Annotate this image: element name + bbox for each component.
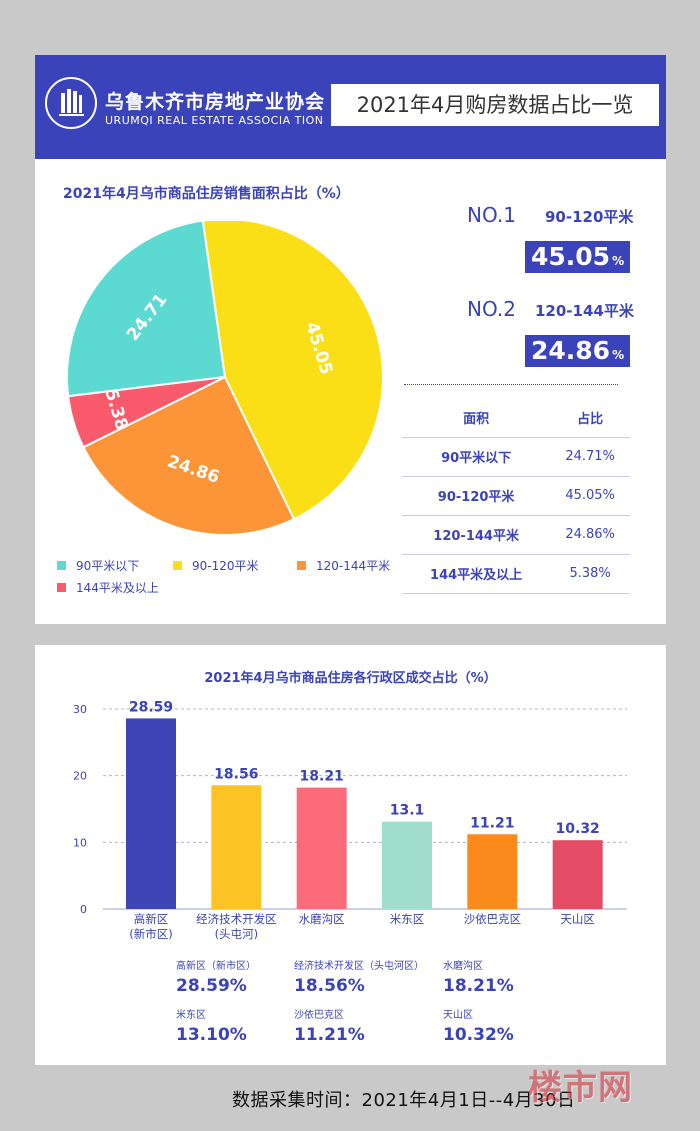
table-cell-share: 45.05% (550, 476, 630, 516)
table-cell-area: 120-144平米 (402, 515, 551, 555)
stat-label: 高新区（新市区） (176, 961, 256, 972)
y-tick-label: 30 (73, 703, 87, 716)
table-row: 144平米及以上 5.38% (402, 554, 630, 594)
x-tick-label: (头屯河) (215, 927, 258, 941)
legend-swatch (173, 561, 182, 570)
rank-no2-value: 24.86 (531, 336, 611, 365)
rank-no1-category: 90-120平米 (545, 208, 634, 226)
y-tick-label: 10 (73, 836, 87, 849)
bar-value-label: 13.1 (390, 803, 425, 819)
legend-item-144-plus: 144平米及以上 (57, 579, 159, 596)
x-tick-label: 经济技术开发区 (196, 912, 277, 926)
stat-value: 11.21% (294, 1025, 365, 1045)
bar (211, 785, 262, 909)
bar (467, 834, 518, 909)
data-collection-period: 数据采集时间：2021年4月1日--4月30日 (232, 1090, 576, 1111)
rank-no1-badge: 45.05% (525, 241, 631, 273)
bar (552, 840, 603, 909)
pie-slice (67, 376, 226, 449)
stat-label: 天山区 (443, 1010, 473, 1021)
legend-label: 90-120平米 (192, 559, 259, 573)
stat-value: 13.10% (176, 1025, 247, 1045)
legend-item-120-144: 120-144平米 (297, 557, 390, 574)
legend-swatch (297, 561, 306, 570)
bar-chart-title: 2021年4月乌市商品住房各行政区成交占比（%） (204, 671, 497, 686)
legend-label: 144平米及以上 (76, 581, 159, 595)
stat-value: 18.21% (443, 976, 514, 996)
page-title: 2021年4月购房数据占比一览 (331, 84, 659, 126)
table-cell-area: 144平米及以上 (402, 554, 551, 594)
stat-label: 经济技术开发区（头屯河区） (294, 961, 424, 972)
bar (382, 821, 432, 909)
y-tick-label: 20 (73, 770, 87, 783)
pct-sign: % (612, 254, 625, 268)
pie-chart-title: 2021年4月乌市商品住房销售面积占比（%） (63, 186, 350, 202)
bar-value-label: 18.56 (214, 766, 258, 782)
rank-no2-label: NO.2 (467, 297, 516, 321)
bar-value-label: 28.59 (129, 699, 173, 715)
area-share-panel: 2021年4月乌市商品住房销售面积占比（%） 24.71 45.05 24.86 5.… (35, 159, 666, 624)
legend-item-90-120: 90-120平米 (173, 557, 259, 574)
table-row: 120-144平米 24.86% (402, 515, 630, 555)
x-tick-label: 高新区 (134, 912, 169, 926)
rank-no2-badge: 24.86% (525, 335, 631, 367)
table-cell-area: 90-120平米 (402, 476, 551, 516)
y-tick-label: 0 (80, 903, 87, 916)
bar-value-label: 18.21 (300, 769, 344, 785)
pct-sign: % (612, 348, 625, 362)
bar-value-label: 10.32 (556, 821, 600, 837)
pie-slice (201, 221, 385, 521)
table-row: 90平米以下 24.71% (402, 437, 630, 477)
bar (126, 718, 176, 909)
legend-swatch (57, 561, 66, 570)
table-cell-share: 24.71% (550, 437, 630, 477)
pie-slice (66, 221, 227, 398)
legend-label: 90平米以下 (76, 559, 140, 573)
bar-value-label: 11.21 (470, 815, 514, 831)
legend-label: 120-144平米 (316, 559, 391, 573)
stat-label: 水磨沟区 (443, 961, 483, 972)
bar-chart: 0 10 20 30 28.59 高新区(新市区) 18.56 经济技术开发区(头屯河) 18.… (73, 699, 627, 941)
stat-label: 米东区 (176, 1010, 206, 1021)
table-header-cell: 占比 (550, 399, 630, 438)
table-cell-share: 24.86% (550, 515, 630, 555)
org-name: 乌鲁木齐市房地产业协会 (105, 91, 326, 113)
watermark-logo: 楼市网 (528, 1068, 633, 1108)
x-tick-label: (新市区) (129, 927, 172, 941)
rank-no1-label: NO.1 (467, 203, 516, 227)
x-tick-label: 天山区 (560, 912, 595, 926)
table-cell-share: 5.38% (550, 554, 630, 594)
stat-value: 10.32% (443, 1025, 514, 1045)
org-name-en: URUMQI REAL ESTATE ASSOCIA TION (105, 114, 324, 127)
table-header-cell: 面积 (402, 399, 551, 438)
rank-no1-value: 45.05 (531, 242, 611, 271)
table-row: 90-120平米 45.05% (402, 476, 630, 516)
association-logo (45, 77, 97, 129)
legend-swatch (57, 583, 66, 592)
stat-value: 18.56% (294, 976, 365, 996)
header-banner: 乌鲁木齐市房地产业协会 URUMQI REAL ESTATE ASSOCIA T… (35, 55, 666, 159)
table-header-row: 面积 占比 (402, 399, 630, 438)
area-share-table: 面积 占比 90平米以下 24.71% 90-120平米 45.05% 120-… (402, 399, 630, 594)
divider (404, 384, 618, 385)
table-cell-area: 90平米以下 (402, 437, 551, 477)
pie-slice (82, 375, 296, 536)
legend-item-under-90: 90平米以下 (57, 557, 139, 574)
stat-value: 28.59% (176, 976, 247, 996)
district-share-panel: 2021年4月乌市商品住房各行政区成交占比（%） 0 10 20 30 28.59 高新区… (35, 645, 666, 1065)
rank-no2-category: 120-144平米 (535, 302, 634, 320)
stat-label: 沙依巴克区 (294, 1010, 344, 1021)
x-tick-label: 米东区 (390, 912, 425, 926)
x-tick-label: 沙依巴克区 (464, 912, 522, 926)
x-tick-label: 水磨沟区 (299, 912, 345, 926)
bar (296, 787, 347, 909)
